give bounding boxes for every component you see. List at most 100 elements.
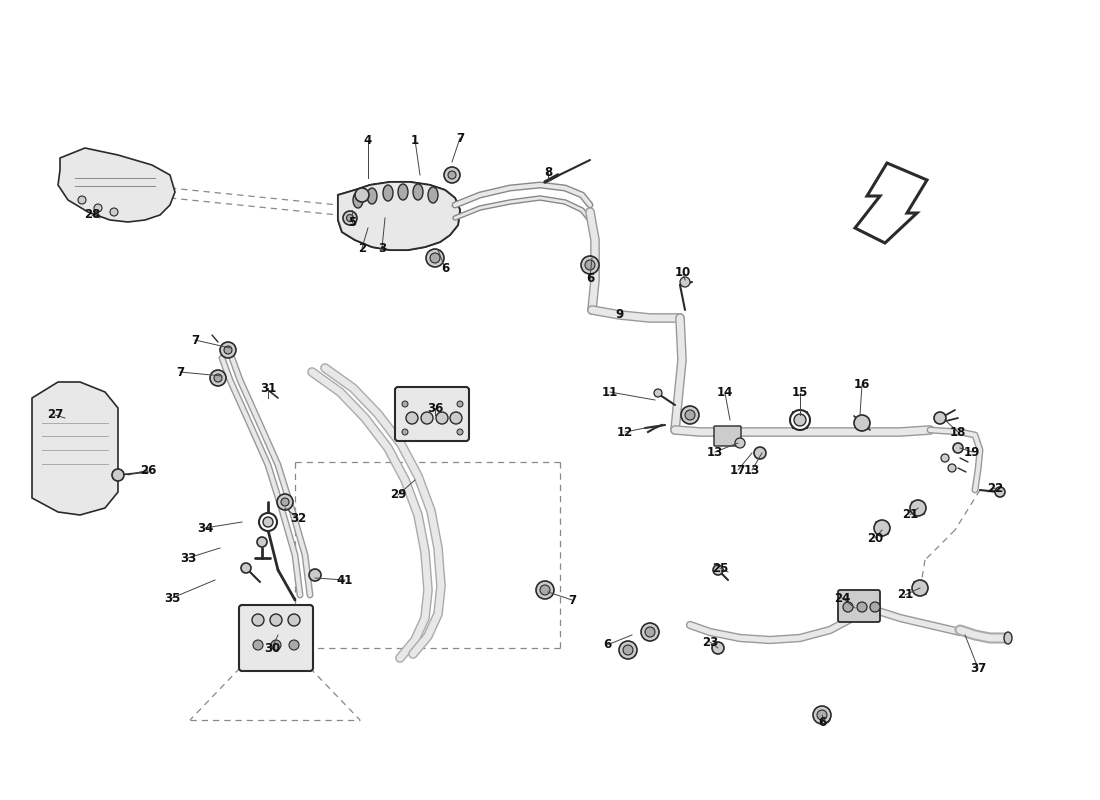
Circle shape	[456, 401, 463, 407]
Circle shape	[241, 563, 251, 573]
Text: 31: 31	[260, 382, 276, 394]
Circle shape	[953, 443, 962, 453]
Circle shape	[277, 494, 293, 510]
Circle shape	[258, 513, 277, 531]
Text: 13: 13	[707, 446, 723, 458]
Text: 6: 6	[586, 271, 594, 285]
Circle shape	[794, 414, 806, 426]
FancyBboxPatch shape	[714, 426, 741, 446]
Circle shape	[280, 498, 289, 506]
Text: 27: 27	[47, 409, 63, 422]
Circle shape	[210, 370, 225, 386]
Circle shape	[536, 581, 554, 599]
Text: 4: 4	[364, 134, 372, 146]
Text: 13: 13	[744, 463, 760, 477]
Text: 29: 29	[389, 489, 406, 502]
Text: 32: 32	[290, 511, 306, 525]
Circle shape	[456, 429, 463, 435]
Circle shape	[681, 406, 698, 424]
Text: 11: 11	[602, 386, 618, 398]
Text: 7: 7	[191, 334, 199, 346]
Circle shape	[685, 410, 695, 420]
Circle shape	[735, 438, 745, 448]
Circle shape	[257, 537, 267, 547]
Circle shape	[874, 520, 890, 536]
Text: 30: 30	[264, 642, 280, 654]
Text: 22: 22	[987, 482, 1003, 494]
Text: 3: 3	[378, 242, 386, 254]
Polygon shape	[855, 163, 927, 243]
FancyBboxPatch shape	[838, 590, 880, 622]
Circle shape	[585, 260, 595, 270]
Ellipse shape	[398, 184, 408, 200]
Text: 5: 5	[348, 215, 356, 229]
Circle shape	[421, 412, 433, 424]
Circle shape	[78, 196, 86, 204]
Circle shape	[817, 710, 827, 720]
Text: 6: 6	[441, 262, 449, 274]
Circle shape	[289, 640, 299, 650]
Circle shape	[270, 614, 282, 626]
Circle shape	[436, 412, 448, 424]
Circle shape	[641, 623, 659, 641]
Circle shape	[355, 188, 368, 202]
Circle shape	[820, 713, 830, 723]
Circle shape	[94, 204, 102, 212]
Circle shape	[402, 429, 408, 435]
Circle shape	[448, 171, 456, 179]
Circle shape	[252, 614, 264, 626]
Text: 7: 7	[455, 131, 464, 145]
Text: 35: 35	[164, 591, 180, 605]
Circle shape	[271, 640, 281, 650]
Circle shape	[581, 256, 600, 274]
Circle shape	[220, 342, 236, 358]
Circle shape	[680, 277, 690, 287]
Text: 16: 16	[854, 378, 870, 391]
Circle shape	[406, 412, 418, 424]
Circle shape	[263, 517, 273, 527]
Circle shape	[854, 415, 870, 431]
Circle shape	[654, 389, 662, 397]
Text: 28: 28	[84, 209, 100, 222]
Ellipse shape	[383, 185, 393, 201]
Ellipse shape	[412, 184, 424, 200]
Circle shape	[540, 585, 550, 595]
Text: 7: 7	[568, 594, 576, 606]
Text: 23: 23	[702, 635, 718, 649]
Circle shape	[224, 346, 232, 354]
Circle shape	[110, 208, 118, 216]
Ellipse shape	[1004, 632, 1012, 644]
Circle shape	[790, 410, 810, 430]
Text: 18: 18	[949, 426, 966, 438]
Text: 9: 9	[616, 309, 624, 322]
Circle shape	[623, 645, 632, 655]
Circle shape	[948, 464, 956, 472]
Text: 26: 26	[140, 463, 156, 477]
Text: 7: 7	[176, 366, 184, 378]
Text: 21: 21	[896, 589, 913, 602]
Circle shape	[450, 412, 462, 424]
Circle shape	[713, 565, 723, 575]
Circle shape	[309, 569, 321, 581]
Circle shape	[288, 614, 300, 626]
Text: 20: 20	[867, 531, 883, 545]
Circle shape	[843, 602, 852, 612]
Circle shape	[996, 487, 1005, 497]
Circle shape	[619, 641, 637, 659]
Text: 10: 10	[675, 266, 691, 278]
Text: 33: 33	[180, 551, 196, 565]
Text: 8: 8	[543, 166, 552, 178]
Circle shape	[430, 253, 440, 263]
FancyBboxPatch shape	[395, 387, 469, 441]
Ellipse shape	[353, 192, 363, 208]
Text: 19: 19	[964, 446, 980, 458]
Polygon shape	[338, 182, 460, 250]
Text: 6: 6	[818, 715, 826, 729]
Circle shape	[910, 500, 926, 516]
Circle shape	[112, 469, 124, 481]
Circle shape	[754, 447, 766, 459]
Text: 21: 21	[902, 509, 918, 522]
Circle shape	[426, 249, 444, 267]
Circle shape	[214, 374, 222, 382]
Circle shape	[940, 454, 949, 462]
